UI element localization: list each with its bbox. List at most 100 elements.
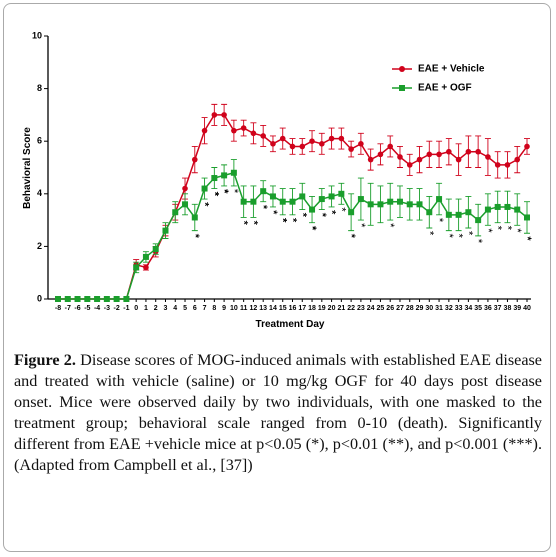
marker xyxy=(328,193,335,200)
marker xyxy=(113,296,120,302)
marker xyxy=(377,151,384,158)
marker xyxy=(309,138,315,144)
marker xyxy=(357,196,364,203)
significance-label: ** xyxy=(345,234,357,239)
marker xyxy=(191,156,198,163)
x-tick-label: 39 xyxy=(513,305,521,312)
significance-label: * xyxy=(355,223,367,228)
x-tick-label: 11 xyxy=(240,305,248,312)
x-tick-label: -7 xyxy=(65,305,71,312)
marker xyxy=(269,193,276,200)
marker xyxy=(514,156,521,163)
significance-label: ** xyxy=(521,236,533,241)
marker xyxy=(348,209,355,216)
marker xyxy=(221,172,228,179)
x-tick-label: 7 xyxy=(203,305,207,312)
x-tick-label: 6 xyxy=(193,305,197,312)
y-tick-label: 2 xyxy=(37,241,42,251)
marker xyxy=(55,296,61,302)
marker xyxy=(299,143,306,150)
legend-label: EAE + Vehicle xyxy=(418,64,485,75)
x-tick-label: -8 xyxy=(55,305,61,312)
y-tick-label: 10 xyxy=(32,30,42,40)
x-tick-label: -6 xyxy=(74,305,80,312)
x-tick-label: 31 xyxy=(435,305,443,312)
significance-label: ** xyxy=(267,210,279,215)
marker xyxy=(240,198,247,205)
x-tick-label: -3 xyxy=(104,305,110,312)
x-tick-label: 9 xyxy=(222,305,226,312)
marker xyxy=(367,156,374,163)
x-tick-label: 8 xyxy=(212,305,216,312)
x-tick-label: 38 xyxy=(504,305,512,312)
marker xyxy=(455,211,462,218)
significance-label: *** xyxy=(208,192,220,198)
x-tick-label: 13 xyxy=(259,305,267,312)
marker xyxy=(182,185,188,192)
marker xyxy=(182,201,189,208)
y-tick-label: 8 xyxy=(37,83,42,93)
x-tick-label: 25 xyxy=(377,305,385,312)
legend-marker xyxy=(399,85,405,91)
significance-label: * xyxy=(453,234,465,239)
marker xyxy=(455,156,462,163)
marker xyxy=(103,296,110,302)
marker xyxy=(74,296,81,302)
significance-label: * xyxy=(472,239,484,244)
marker xyxy=(416,156,423,163)
marker xyxy=(416,201,423,208)
significance-label: * xyxy=(482,228,494,233)
marker xyxy=(338,135,345,142)
marker xyxy=(250,198,257,205)
x-tick-label: 21 xyxy=(337,305,345,312)
marker xyxy=(367,201,374,208)
marker xyxy=(240,125,247,131)
significance-label: ** xyxy=(316,213,328,218)
x-tick-label: 15 xyxy=(279,305,287,312)
marker xyxy=(211,175,218,182)
marker xyxy=(446,148,452,155)
caption-text: Disease scores of MOG-induced animals wi… xyxy=(14,351,542,474)
marker xyxy=(201,185,208,192)
marker xyxy=(162,227,169,234)
marker xyxy=(279,135,286,142)
x-tick-label: 17 xyxy=(298,305,306,312)
marker xyxy=(426,209,433,216)
y-tick-label: 4 xyxy=(37,188,42,198)
x-tick-label: 1 xyxy=(144,305,148,312)
marker xyxy=(426,151,433,158)
marker xyxy=(64,296,71,302)
x-tick-label: 0 xyxy=(134,305,138,312)
marker xyxy=(318,196,325,203)
caption: Figure 2. Disease scores of MOG-induced … xyxy=(14,350,542,476)
x-tick-label: 28 xyxy=(406,305,414,312)
x-tick-label: -2 xyxy=(114,305,120,312)
marker xyxy=(123,296,130,302)
x-tick-label: 34 xyxy=(464,305,472,312)
significance-label: ** xyxy=(247,220,259,225)
caption-label: Figure 2. xyxy=(14,351,76,369)
marker xyxy=(485,154,491,160)
marker xyxy=(260,188,267,195)
marker xyxy=(172,209,179,216)
significance-label: * xyxy=(384,223,396,228)
x-tick-label: 37 xyxy=(494,305,502,312)
marker xyxy=(465,148,472,155)
marker xyxy=(436,151,442,158)
marker xyxy=(494,203,501,210)
marker xyxy=(436,196,443,203)
y-tick-label: 0 xyxy=(37,293,42,303)
x-tick-label: 32 xyxy=(445,305,453,312)
x-tick-label: 2 xyxy=(154,305,158,312)
marker xyxy=(309,206,316,213)
marker xyxy=(221,112,227,118)
chart: Treatment Day Behavioral Score 0246810-8… xyxy=(22,30,533,330)
legend-label: EAE + OGF xyxy=(418,83,472,94)
marker xyxy=(504,203,511,210)
marker xyxy=(338,190,345,197)
marker xyxy=(494,162,501,168)
marker xyxy=(152,246,159,253)
marker xyxy=(514,206,521,213)
marker xyxy=(260,133,266,139)
x-tick-label: 36 xyxy=(484,305,492,312)
